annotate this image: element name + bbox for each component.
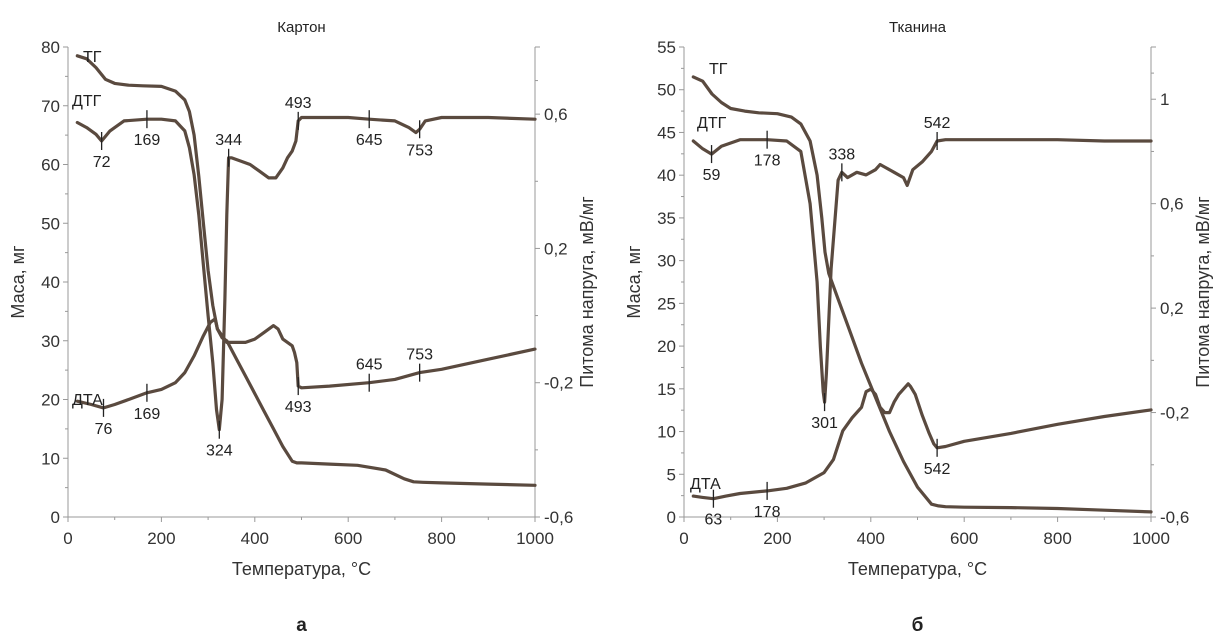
temp-annotation: 542 (924, 461, 951, 478)
x-tick-label: 800 (1043, 529, 1071, 548)
y-tick-label: 80 (41, 38, 60, 57)
y-tick-label: 20 (657, 337, 676, 356)
y2-tick-label: 1 (1160, 90, 1169, 109)
temp-annotation: 645 (356, 357, 383, 374)
y2-tick-label: 0,2 (1160, 299, 1184, 318)
y2-tick-label: -0,2 (1160, 404, 1189, 423)
temp-annotation: 178 (754, 153, 781, 170)
y2-tick-label: 0,6 (1160, 195, 1184, 214)
y-tick-label: 30 (657, 252, 676, 271)
x-tick-label: 1000 (1132, 529, 1170, 548)
x-axis-title: Температура, °С (848, 559, 987, 579)
chart-panel-b: 0 5 10 15 20 25 30 35 40 45 50 55 0 200 400 600 800 1000 -… (624, 19, 1213, 636)
curve-label: ТГ (709, 61, 728, 78)
curve-label: ДТА (72, 392, 103, 409)
y-tick-label: 50 (657, 81, 676, 100)
chart-title: Тканина (889, 19, 947, 36)
x-tick-label: 200 (763, 529, 791, 548)
temp-annotation: 753 (406, 142, 433, 159)
y-axis-title: Маса, мг (8, 245, 28, 319)
x-tick-label: 600 (950, 529, 978, 548)
curve-label: ТГ (83, 49, 102, 66)
y2-tick-label: 0,6 (544, 105, 568, 124)
series-line-ТГ (691, 75, 1153, 514)
y2-axis-title: Питома напруга, мВ/мг (577, 196, 597, 388)
series-line-ДТА (75, 317, 537, 410)
x-tick-label: 0 (679, 529, 688, 548)
temp-annotation: 324 (206, 443, 233, 460)
curve-label: ДТА (690, 476, 721, 493)
temp-annotation: 178 (754, 504, 781, 521)
temp-annotation: 76 (95, 421, 113, 438)
temp-annotation: 72 (93, 154, 111, 171)
y-tick-label: 25 (657, 294, 676, 313)
y-tick-label: 35 (657, 209, 676, 228)
y-tick-label: 60 (41, 156, 60, 175)
y-tick-label: 40 (41, 273, 60, 292)
y-tick-label: 55 (657, 38, 676, 57)
y2-tick-label: 0,2 (544, 239, 568, 258)
series-line-ДТА (691, 382, 1153, 501)
temp-annotation: 169 (134, 406, 161, 423)
y-tick-label: 50 (41, 214, 60, 233)
y-axis-title: Маса, мг (624, 245, 644, 319)
y2-tick-label: -0,6 (1160, 508, 1189, 527)
panel-letter: а (296, 615, 307, 636)
y-tick-label: 5 (667, 465, 676, 484)
temp-annotation: 645 (356, 132, 383, 149)
temp-annotation: 301 (811, 415, 838, 432)
temp-annotation: 59 (703, 167, 721, 184)
temp-annotation: 338 (828, 146, 855, 163)
x-tick-label: 400 (241, 529, 269, 548)
y2-tick-label: -0,6 (544, 508, 573, 527)
x-tick-label: 0 (63, 529, 72, 548)
y-tick-label: 0 (51, 508, 60, 527)
series-line-ДТГ (691, 138, 1153, 404)
y-tick-label: 10 (657, 423, 676, 442)
chart-title: Картон (277, 19, 325, 36)
y-tick-label: 70 (41, 97, 60, 116)
x-tick-label: 800 (427, 529, 455, 548)
temp-annotation: 493 (285, 95, 312, 112)
curve-label: ДТГ (697, 115, 727, 132)
x-tick-label: 600 (334, 529, 362, 548)
y-tick-label: 45 (657, 123, 676, 142)
y-tick-label: 30 (41, 332, 60, 351)
x-axis-title: Температура, °С (232, 559, 371, 579)
y-tick-label: 10 (41, 449, 60, 468)
x-tick-label: 200 (147, 529, 175, 548)
temp-annotation: 542 (924, 115, 951, 132)
temp-annotation: 753 (406, 347, 433, 364)
curve-label: ДТГ (72, 93, 102, 110)
temp-annotation: 169 (134, 132, 161, 149)
y-tick-label: 15 (657, 380, 676, 399)
panel-letter: б (912, 615, 924, 636)
y2-tick-label: -0,2 (544, 374, 573, 393)
y-tick-label: 20 (41, 391, 60, 410)
temp-annotation: 344 (215, 132, 242, 149)
temp-annotation: 63 (705, 512, 723, 529)
series-line-ДТГ (75, 115, 537, 432)
temp-annotation: 493 (285, 399, 312, 416)
x-tick-label: 400 (857, 529, 885, 548)
y-tick-label: 0 (667, 508, 676, 527)
y2-axis-title: Питома напруга, мВ/мг (1193, 196, 1213, 388)
y-tick-label: 40 (657, 166, 676, 185)
x-tick-label: 1000 (516, 529, 554, 548)
